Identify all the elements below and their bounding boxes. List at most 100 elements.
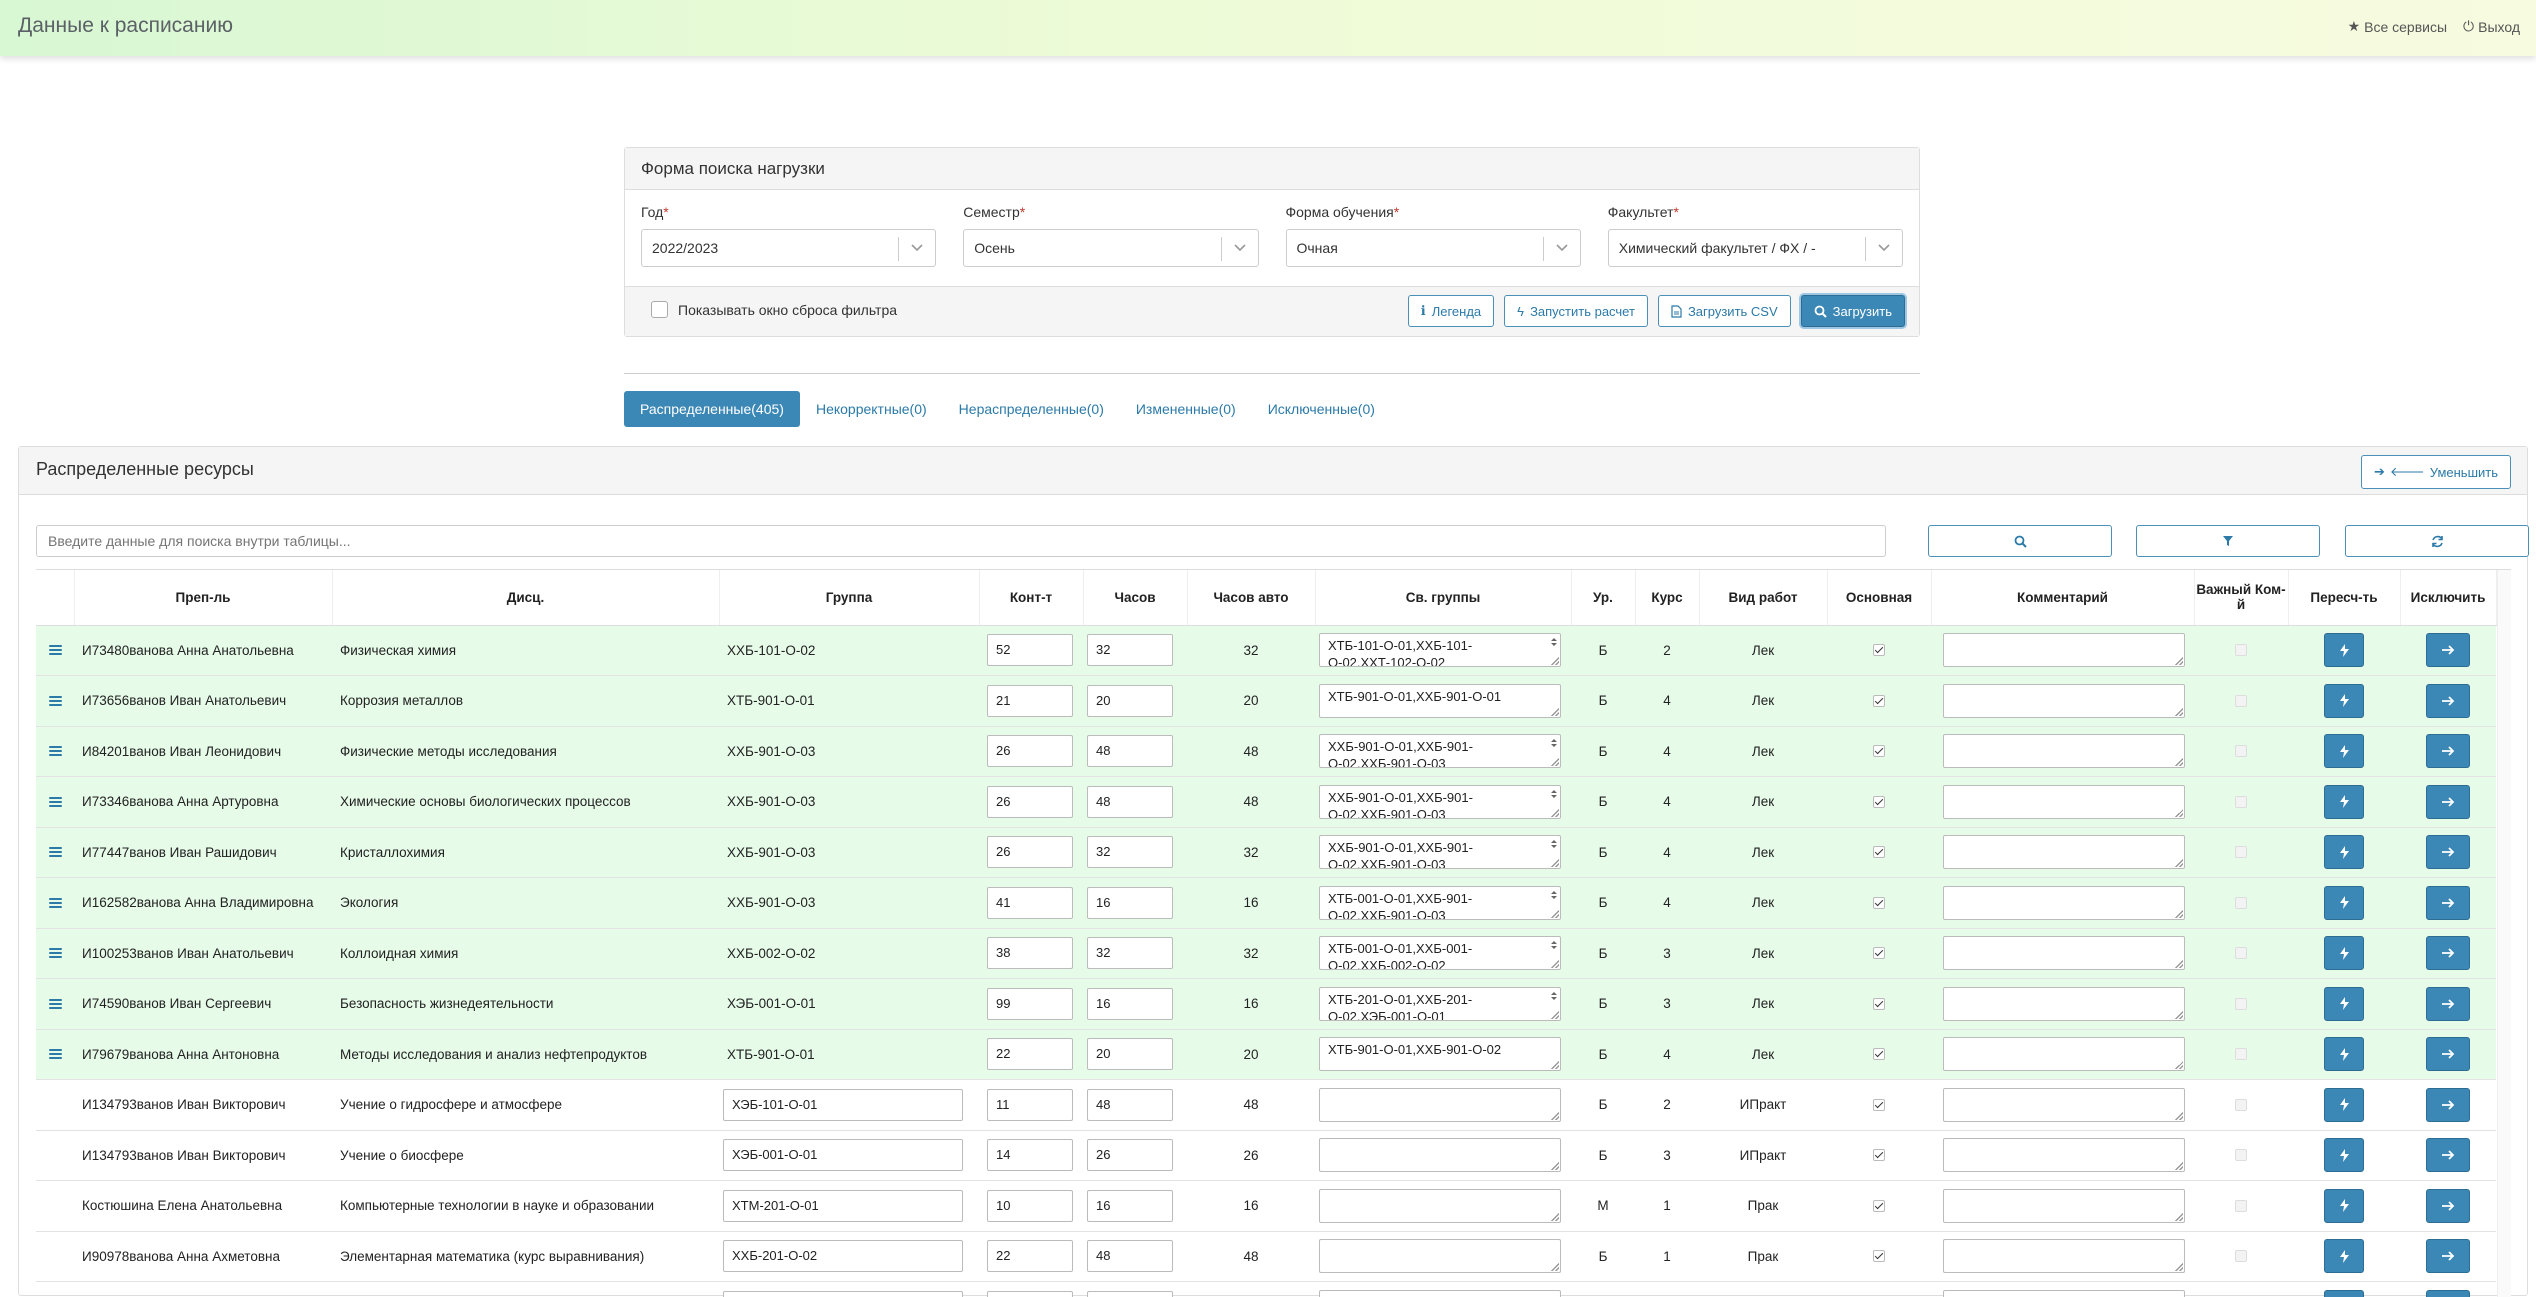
comment-textarea[interactable]: [1943, 1239, 2185, 1273]
drag-handle-icon[interactable]: [49, 746, 62, 756]
load-button[interactable]: Загрузить: [1801, 295, 1905, 327]
col-work-type[interactable]: Вид работ: [1699, 570, 1827, 625]
contingent-input[interactable]: 26: [987, 836, 1073, 868]
important-checkbox[interactable]: [2235, 644, 2247, 656]
col-recalc[interactable]: Пересч-ть: [2288, 570, 2400, 625]
col-main[interactable]: Основная: [1827, 570, 1931, 625]
hours-input[interactable]: 48: [1087, 786, 1173, 818]
exclude-button[interactable]: [2426, 684, 2470, 718]
logout-link[interactable]: ⏻ Выход: [2463, 18, 2520, 35]
hours-input[interactable]: 20: [1087, 685, 1173, 717]
important-checkbox[interactable]: [2235, 1200, 2247, 1212]
exclude-button[interactable]: [2426, 1239, 2470, 1273]
important-checkbox[interactable]: [2235, 1250, 2247, 1262]
tab-changed[interactable]: Измененные(0): [1120, 391, 1252, 427]
tab-incorrect[interactable]: Некорректные(0): [800, 391, 943, 427]
col-teacher[interactable]: Преп-ль: [74, 570, 332, 625]
recalc-button[interactable]: [2324, 1290, 2364, 1297]
recalc-button[interactable]: [2324, 734, 2364, 768]
run-calc-button[interactable]: ϟ Запустить расчет: [1504, 295, 1648, 327]
exclude-button[interactable]: [2426, 987, 2470, 1021]
drag-handle-icon[interactable]: [49, 847, 62, 857]
comment-textarea[interactable]: [1943, 886, 2185, 920]
show-reset-filter-toggle[interactable]: Показывать окно сброса фильтра: [651, 301, 897, 318]
year-select[interactable]: 2022/2023: [641, 229, 936, 267]
linked-groups-textarea[interactable]: ХТБ-001-О-01,ХХБ-001-О-02,ХХБ-002-О-02: [1319, 936, 1561, 970]
linked-groups-textarea[interactable]: ХХБ-901-О-01,ХХБ-901-О-02,ХХБ-901-О-03: [1319, 835, 1561, 869]
hours-input[interactable]: 20: [1087, 1038, 1173, 1070]
hours-input[interactable]: 32: [1087, 836, 1173, 868]
linked-groups-textarea[interactable]: ХТБ-201-О-01,ХХБ-201-О-02,ХЭБ-001-О-01: [1319, 987, 1561, 1021]
exclude-button[interactable]: [2426, 1290, 2470, 1297]
recalc-button[interactable]: [2324, 1088, 2364, 1122]
exclude-button[interactable]: [2426, 1037, 2470, 1071]
exclude-button[interactable]: [2426, 1189, 2470, 1223]
col-contingent[interactable]: Конт-т: [979, 570, 1083, 625]
linked-groups-textarea[interactable]: ХХБ-901-О-01,ХХБ-901-О-02,ХХБ-901-О-03: [1319, 734, 1561, 768]
comment-textarea[interactable]: [1943, 1290, 2185, 1297]
drag-handle-icon[interactable]: [49, 797, 62, 807]
table-filter-button[interactable]: [2136, 525, 2320, 557]
col-comment[interactable]: Комментарий: [1931, 570, 2194, 625]
exclude-button[interactable]: [2426, 1088, 2470, 1122]
important-checkbox[interactable]: [2235, 745, 2247, 757]
exclude-button[interactable]: [2426, 633, 2470, 667]
tab-undistributed[interactable]: Нераспределенные(0): [943, 391, 1120, 427]
important-checkbox[interactable]: [2235, 998, 2247, 1010]
comment-textarea[interactable]: [1943, 1088, 2185, 1122]
group-input[interactable]: ХТМ-201-О-01: [723, 1190, 963, 1222]
contingent-input[interactable]: 22: [987, 1038, 1073, 1070]
main-checkbox[interactable]: [1873, 998, 1885, 1010]
linked-groups-textarea[interactable]: ХТБ-901-О-01,ХХБ-901-О-02: [1319, 1037, 1561, 1071]
important-checkbox[interactable]: [2235, 695, 2247, 707]
drag-handle-icon[interactable]: [49, 696, 62, 706]
linked-groups-textarea[interactable]: [1319, 1088, 1561, 1122]
recalc-button[interactable]: [2324, 785, 2364, 819]
recalc-button[interactable]: [2324, 936, 2364, 970]
tab-distributed[interactable]: Распределенные(405): [624, 391, 800, 427]
col-level[interactable]: Ур.: [1571, 570, 1635, 625]
col-hours[interactable]: Часов: [1083, 570, 1187, 625]
group-input[interactable]: ХЭБ-101-О-01: [723, 1089, 963, 1121]
contingent-input[interactable]: 26: [987, 786, 1073, 818]
contingent-input[interactable]: 22: [987, 1240, 1073, 1272]
linked-groups-textarea[interactable]: [1319, 1189, 1561, 1223]
contingent-input[interactable]: 99: [987, 988, 1073, 1020]
recalc-button[interactable]: [2324, 1037, 2364, 1071]
main-checkbox[interactable]: [1873, 745, 1885, 757]
load-csv-button[interactable]: Загрузить CSV: [1658, 295, 1791, 327]
col-course[interactable]: Курс: [1635, 570, 1699, 625]
important-checkbox[interactable]: [2235, 1048, 2247, 1060]
comment-textarea[interactable]: [1943, 1138, 2185, 1172]
col-exclude[interactable]: Исключить: [2400, 570, 2496, 625]
main-checkbox[interactable]: [1873, 1099, 1885, 1111]
linked-groups-textarea[interactable]: ХХБ-901-О-01,ХХБ-901-О-02,ХХБ-901-О-03: [1319, 785, 1561, 819]
contingent-input[interactable]: 14: [987, 1139, 1073, 1171]
main-checkbox[interactable]: [1873, 1149, 1885, 1161]
drag-handle-icon[interactable]: [49, 645, 62, 655]
drag-handle-icon[interactable]: [49, 1049, 62, 1059]
important-checkbox[interactable]: [2235, 947, 2247, 959]
main-checkbox[interactable]: [1873, 947, 1885, 959]
study-form-select[interactable]: Очная: [1286, 229, 1581, 267]
exclude-button[interactable]: [2426, 785, 2470, 819]
main-checkbox[interactable]: [1873, 796, 1885, 808]
contingent-input[interactable]: 41: [987, 887, 1073, 919]
contingent-input[interactable]: 38: [987, 937, 1073, 969]
col-hours-auto[interactable]: Часов авто: [1187, 570, 1315, 625]
drag-handle-icon[interactable]: [49, 898, 62, 908]
faculty-select[interactable]: Химический факультет / ФХ / -: [1608, 229, 1903, 267]
hours-input[interactable]: 32: [1087, 937, 1173, 969]
main-checkbox[interactable]: [1873, 1200, 1885, 1212]
linked-groups-textarea[interactable]: ХТБ-101-О-01,ХХБ-101-О-02,ХХТ-102-О-02: [1319, 633, 1561, 667]
hours-input[interactable]: 26: [1087, 1139, 1173, 1171]
hours-input[interactable]: 16: [1087, 1190, 1173, 1222]
hours-input[interactable]: 16: [1087, 887, 1173, 919]
main-checkbox[interactable]: [1873, 846, 1885, 858]
group-input[interactable]: ХХБ-201-О-02: [723, 1240, 963, 1272]
hours-input[interactable]: 48: [1087, 735, 1173, 767]
comment-textarea[interactable]: [1943, 633, 2185, 667]
recalc-button[interactable]: [2324, 1239, 2364, 1273]
hours-input[interactable]: 48: [1087, 1240, 1173, 1272]
important-checkbox[interactable]: [2235, 796, 2247, 808]
